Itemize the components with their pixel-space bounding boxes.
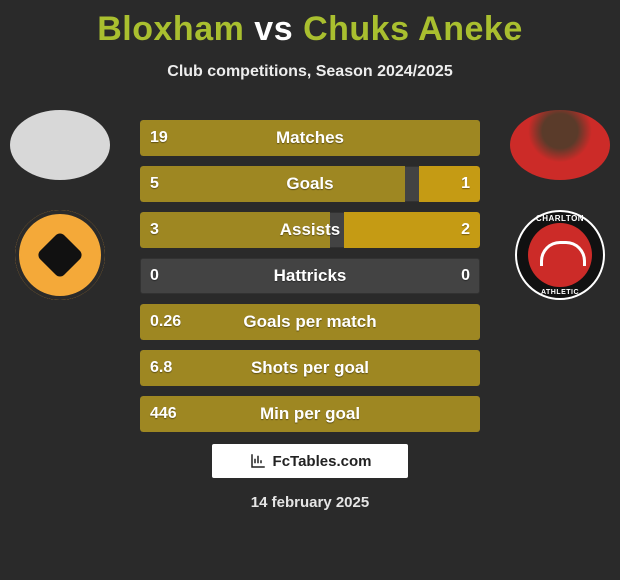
player-right-name: Chuks Aneke <box>303 10 523 48</box>
comparison-bars: 19Matches 51Goals 32Assists 00Hattricks 0.26… <box>140 120 480 442</box>
crest-right-inner <box>528 223 592 287</box>
fctables-logo-text: FcTables.com <box>273 453 372 470</box>
subtitle: Club competitions, Season 2024/2025 <box>0 63 620 81</box>
stat-label: Matches <box>140 120 480 156</box>
club-crest-left <box>15 210 105 300</box>
stat-row: 19Matches <box>140 120 480 156</box>
stat-label: Goals <box>140 166 480 202</box>
crest-right-text-top: CHARLTON <box>517 214 603 223</box>
stat-label: Hattricks <box>140 258 480 294</box>
crest-right-text-bottom: ATHLETIC <box>517 289 603 296</box>
stat-label: Shots per goal <box>140 350 480 386</box>
stat-label: Min per goal <box>140 396 480 432</box>
stat-row: 6.8Shots per goal <box>140 350 480 386</box>
vs-label: vs <box>254 10 293 48</box>
left-column <box>0 110 120 300</box>
stat-row: 00Hattricks <box>140 258 480 294</box>
stat-row: 446Min per goal <box>140 396 480 432</box>
player-left-avatar <box>10 110 110 180</box>
page-title: Bloxham vs Chuks Aneke <box>0 0 620 49</box>
fctables-logo: FcTables.com <box>212 444 408 478</box>
player-left-name: Bloxham <box>97 10 244 48</box>
stat-row: 51Goals <box>140 166 480 202</box>
stat-label: Goals per match <box>140 304 480 340</box>
right-column: CHARLTON ATHLETIC <box>500 110 620 300</box>
date-label: 14 february 2025 <box>0 494 620 511</box>
stat-label: Assists <box>140 212 480 248</box>
stat-row: 32Assists <box>140 212 480 248</box>
player-right-avatar <box>510 110 610 180</box>
stat-row: 0.26Goals per match <box>140 304 480 340</box>
chart-icon <box>249 452 267 470</box>
club-crest-right: CHARLTON ATHLETIC <box>515 210 605 300</box>
